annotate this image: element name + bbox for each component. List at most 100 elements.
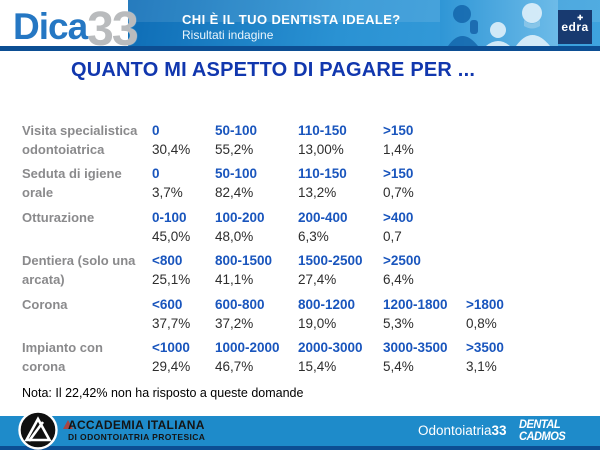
price-value: 19,0%	[298, 315, 337, 331]
dica33-logo: Dica33	[13, 2, 139, 57]
aiop-logo-icon	[18, 410, 58, 450]
price-value: 13,2%	[298, 185, 337, 201]
price-cell: >400 0,7	[383, 208, 466, 246]
dental-cadmos-line1: DENTAL	[519, 417, 561, 431]
row-label: Corona	[22, 296, 68, 312]
price-cell: 110-150 13,2%	[298, 164, 383, 202]
row-label: Otturazione	[22, 209, 95, 225]
price-cell: 100-200 48,0%	[215, 208, 298, 246]
table-row: Corona <600 37,7% 600-800 37,2% 800-1200 19,0%…	[22, 295, 582, 338]
table-row: Visita specialistica odontoiatrica 0 30,4%…	[22, 121, 582, 164]
price-cell: >2500 6,4%	[383, 251, 466, 289]
price-value: 55,2%	[215, 142, 254, 157]
price-value: 25,1%	[152, 272, 191, 288]
price-range: <1000	[152, 339, 190, 355]
price-value: 48,0%	[215, 228, 254, 244]
price-value: 37,2%	[215, 315, 254, 331]
odontoiatria33-logo: Odontoiatria33	[418, 423, 507, 438]
price-value: 6,4%	[383, 272, 414, 288]
row-label: Visita specialistica odontoiatrica	[22, 123, 138, 157]
edra-logo-text: ✚ edra	[561, 15, 589, 34]
price-range: <600	[152, 296, 183, 312]
footer-accademia-line2: DI ODONTOIATRIA PROTESICA	[68, 432, 206, 442]
price-range: 1200-1800	[383, 296, 448, 312]
price-range: 0-100	[152, 209, 187, 225]
price-value: 37,7%	[152, 315, 191, 331]
edra-logo: ✚ edra	[558, 10, 592, 44]
price-range: >3500	[466, 339, 504, 355]
header-divider-line	[0, 46, 600, 51]
table-row: Impianto con corona <1000 29,4% 1000-2000 46…	[22, 338, 582, 381]
dica33-logo-text: Dica	[13, 6, 88, 47]
footnote: Nota: Il 22,42% non ha risposto a queste…	[22, 386, 304, 400]
price-range: <800	[152, 253, 183, 269]
price-range: 1000-2000	[215, 339, 280, 355]
row-label: Impianto con corona	[22, 339, 103, 374]
price-range: 2000-3000	[298, 339, 363, 355]
price-cell: 0-100 45,0%	[152, 208, 215, 246]
price-value: 0,7%	[383, 185, 414, 201]
price-cell: <800 25,1%	[152, 251, 215, 289]
slide-title: QUANTO MI ASPETTO DI PAGARE PER ...	[71, 59, 476, 81]
table-row: Otturazione 0-100 45,0% 100-200 48,0% 200-400…	[22, 208, 582, 251]
dica33-logo-number: 33	[87, 3, 138, 56]
price-value: 0,7	[383, 228, 402, 244]
price-range: >2500	[383, 253, 421, 269]
price-range: 100-200	[215, 209, 265, 225]
price-range: 0	[152, 123, 160, 138]
price-range: 50-100	[215, 166, 258, 182]
price-cell: <1000 29,4%	[152, 338, 215, 376]
price-cell: 50-100 82,4%	[215, 164, 298, 202]
table-row: Seduta di igiene orale 0 3,7% 50-100 82,4% 11…	[22, 164, 582, 207]
price-table: Visita specialistica odontoiatrica 0 30,4%…	[22, 121, 582, 381]
price-cell: >150 0,7%	[383, 164, 466, 202]
header-subtitle: Risultati indagine	[182, 28, 274, 42]
price-range: 0	[152, 166, 160, 182]
price-cell: 800-1500 41,1%	[215, 251, 298, 289]
price-range: 110-150	[298, 166, 347, 182]
dental-cadmos-line2: CADMOS	[519, 429, 566, 443]
odontoiatria33-text: Odontoiatria	[418, 423, 492, 438]
price-range: >400	[383, 209, 414, 225]
price-range: 800-1500	[215, 253, 273, 269]
price-value: 3,1%	[466, 358, 497, 374]
price-value: 0,8%	[466, 315, 497, 331]
price-cell: 50-100 55,2%	[215, 121, 298, 159]
price-cell: >3500 3,1%	[466, 338, 582, 376]
dental-cadmos-logo: DENTAL CADMOS	[519, 417, 566, 443]
price-cell: <600 37,7%	[152, 295, 215, 333]
price-range: 200-400	[298, 209, 348, 225]
price-value: 41,1%	[215, 272, 254, 288]
row-label: Seduta di igiene orale	[22, 166, 122, 201]
price-value: 3,7%	[152, 185, 183, 201]
price-range: 1500-2500	[298, 253, 363, 269]
price-range: >150	[383, 123, 414, 138]
footer-divider-line	[0, 446, 600, 450]
price-range: >1800	[466, 296, 504, 312]
price-cell: 0 30,4%	[152, 121, 215, 159]
price-value: 13,00%	[298, 142, 344, 157]
price-range: >150	[383, 166, 414, 182]
price-value: 45,0%	[152, 228, 191, 244]
row-label: Dentiera (solo una arcata)	[22, 253, 136, 288]
footer-accademia-line1: ACCADEMIA ITALIANA	[68, 418, 205, 432]
price-value: 5,3%	[383, 315, 414, 331]
price-value: 1,4%	[383, 142, 414, 157]
odontoiatria33-number: 33	[491, 423, 507, 438]
header-title: CHI È IL TUO DENTISTA IDEALE?	[182, 12, 401, 27]
price-cell: >1800 0,8%	[466, 295, 582, 333]
price-range: 110-150	[298, 123, 347, 138]
price-range: 50-100	[215, 123, 258, 138]
price-cell: 1500-2500 27,4%	[298, 251, 383, 289]
red-accent-icon	[63, 420, 73, 429]
price-value: 82,4%	[215, 185, 254, 201]
price-cell: 3000-3500 5,4%	[383, 338, 466, 376]
price-value: 29,4%	[152, 358, 191, 374]
price-range: 3000-3500	[383, 339, 448, 355]
footer-bar	[0, 416, 600, 446]
price-cell: 200-400 6,3%	[298, 208, 383, 246]
price-cell: 600-800 37,2%	[215, 295, 298, 333]
price-cell: 110-150 13,00%	[298, 121, 383, 159]
price-cell: 2000-3000 15,4%	[298, 338, 383, 376]
price-cell: 800-1200 19,0%	[298, 295, 383, 333]
